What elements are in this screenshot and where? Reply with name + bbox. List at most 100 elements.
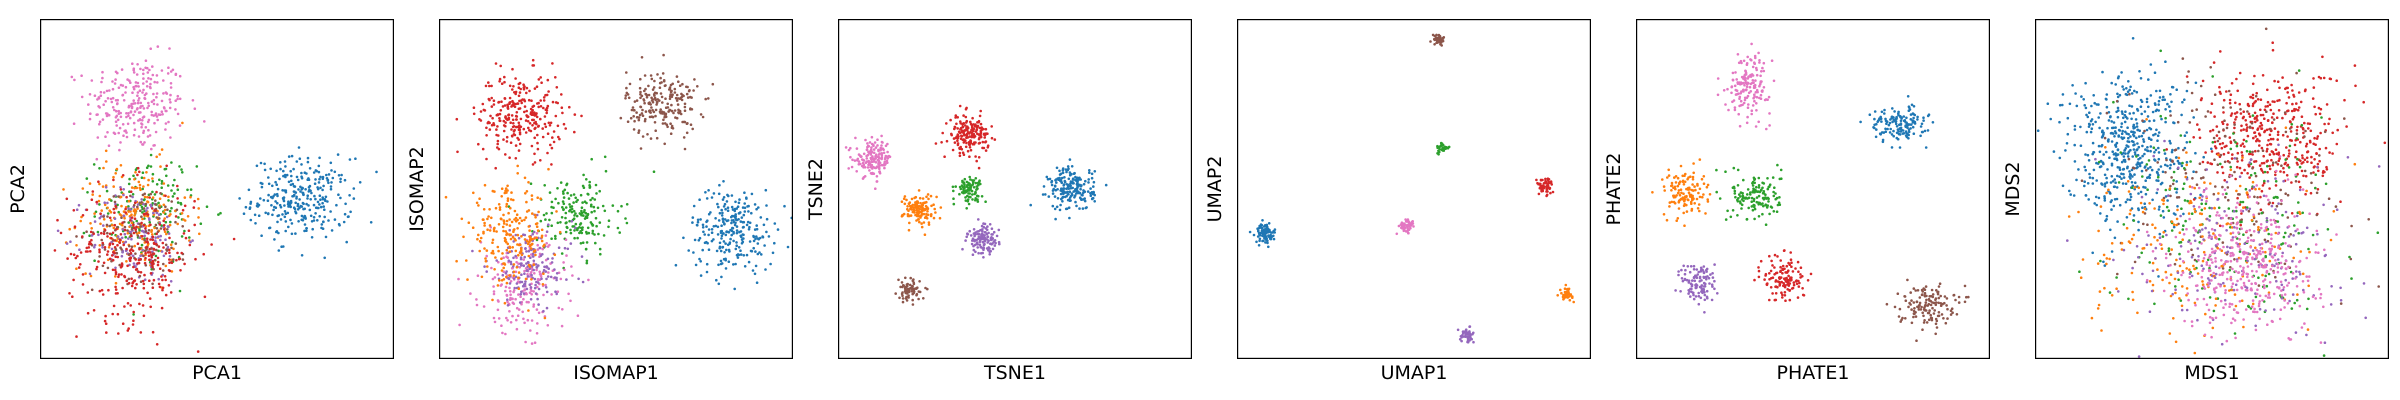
point xyxy=(523,272,526,275)
point xyxy=(740,238,744,241)
point xyxy=(653,121,657,124)
point xyxy=(130,186,134,189)
point xyxy=(170,261,174,265)
point xyxy=(278,203,282,207)
point xyxy=(342,220,346,224)
point xyxy=(916,201,920,205)
point xyxy=(147,232,150,235)
point xyxy=(519,117,523,121)
point xyxy=(523,238,527,241)
point xyxy=(493,226,496,230)
point xyxy=(1675,194,1678,197)
point xyxy=(971,181,975,184)
point xyxy=(979,109,982,113)
point xyxy=(699,274,703,277)
point xyxy=(548,191,552,194)
point xyxy=(957,130,961,134)
point xyxy=(648,109,651,113)
point xyxy=(1559,288,1562,292)
point xyxy=(626,93,630,96)
point xyxy=(1739,82,1743,86)
point xyxy=(130,284,134,288)
point xyxy=(909,276,912,280)
point xyxy=(525,287,529,291)
point xyxy=(508,274,511,277)
point xyxy=(922,221,926,224)
point xyxy=(1468,325,1471,329)
point xyxy=(718,241,722,245)
point xyxy=(550,146,554,150)
point xyxy=(1690,207,1694,211)
point xyxy=(162,182,166,185)
point xyxy=(173,178,176,182)
point xyxy=(1883,112,1886,115)
point xyxy=(131,323,135,326)
point xyxy=(593,209,596,213)
point xyxy=(1661,178,1664,181)
point xyxy=(203,295,207,299)
point xyxy=(114,281,118,285)
point xyxy=(624,217,627,220)
point xyxy=(535,85,539,88)
point xyxy=(113,223,117,227)
point xyxy=(1894,122,1898,126)
point xyxy=(1898,133,1902,136)
point xyxy=(69,252,73,256)
point xyxy=(153,144,156,147)
point xyxy=(1708,193,1712,196)
point xyxy=(557,201,560,205)
point xyxy=(1068,173,1072,177)
point xyxy=(743,202,746,205)
point xyxy=(861,161,865,165)
point xyxy=(127,281,131,285)
point xyxy=(569,242,573,245)
point xyxy=(89,222,92,225)
point xyxy=(1269,237,1273,241)
point xyxy=(515,118,518,121)
point xyxy=(732,263,735,266)
point xyxy=(1256,227,1259,230)
point xyxy=(907,202,911,205)
point xyxy=(1560,291,1563,295)
point xyxy=(268,226,272,230)
point xyxy=(1764,223,1768,226)
point xyxy=(514,254,517,258)
point xyxy=(591,196,594,200)
umap-panel: UMAP1 UMAP2 xyxy=(1204,19,1591,384)
point xyxy=(121,322,125,326)
point xyxy=(952,189,955,193)
point xyxy=(492,292,496,296)
point xyxy=(1740,203,1744,207)
point xyxy=(1056,197,1060,200)
point xyxy=(89,242,93,246)
point xyxy=(1677,199,1681,202)
point xyxy=(138,170,141,174)
point xyxy=(137,261,141,265)
pca-x-axis-label: PCA1 xyxy=(192,362,242,384)
point xyxy=(160,69,164,72)
point xyxy=(354,157,357,160)
point xyxy=(139,111,142,114)
point xyxy=(300,163,303,166)
point xyxy=(1873,110,1877,113)
point xyxy=(157,235,160,238)
point xyxy=(1706,198,1709,201)
point xyxy=(506,242,510,246)
point xyxy=(283,173,287,177)
point xyxy=(1913,113,1917,117)
point xyxy=(515,282,519,285)
point xyxy=(733,209,737,213)
point xyxy=(509,237,513,241)
point xyxy=(540,81,543,84)
point xyxy=(475,201,479,205)
point xyxy=(144,256,147,260)
point xyxy=(126,232,130,235)
point xyxy=(753,272,757,276)
point xyxy=(732,214,736,218)
point xyxy=(179,201,183,205)
point xyxy=(502,138,505,141)
point xyxy=(533,277,537,281)
point xyxy=(141,279,145,283)
point xyxy=(1746,193,1749,196)
point xyxy=(543,115,547,118)
